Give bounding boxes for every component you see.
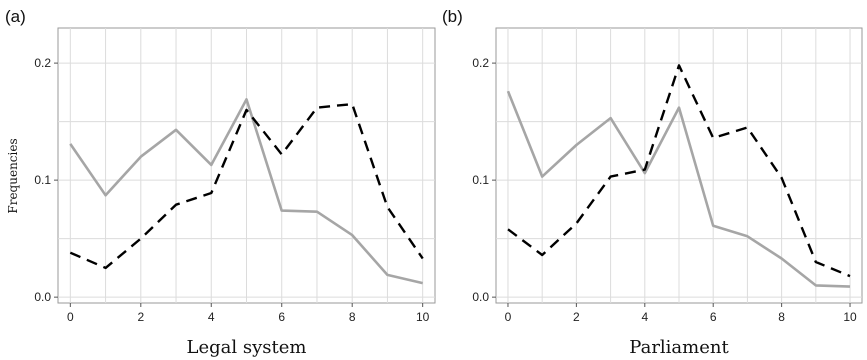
y-tick-label: 0.2 [472,56,489,70]
x-tick-label: 2 [573,310,580,324]
x-axis-title: Parliament [629,337,729,358]
x-tick-label: 0 [505,310,512,324]
series-line-dashed [69,102,424,270]
x-tick-label: 2 [137,310,144,324]
x-tick-label: 10 [843,310,857,324]
series-line-solid [506,90,851,288]
y-axis-title: Frequencies [6,138,20,213]
panel-tag-a: (a) [5,7,26,26]
x-tick-label: 4 [641,310,648,324]
y-tick-label: 0.0 [34,290,51,304]
series-line-solid [69,98,423,285]
x-tick-label: 4 [208,310,215,324]
chart-panel-legal-system: 0 2 4 6 8 10 0.0 0.1 0.2 Legal system [34,27,436,358]
x-tick-label: 0 [67,310,74,324]
x-tick-label: 10 [416,310,430,324]
panel-tag-b: (b) [442,7,463,26]
x-tick-label: 8 [349,310,356,324]
y-tick-label: 0.1 [472,173,489,187]
y-tick-label: 0.0 [472,290,489,304]
series-line-dashed [507,64,851,278]
x-axis-title: Legal system [187,337,307,358]
x-tick-label: 8 [778,310,785,324]
x-tick-label: 6 [710,310,717,324]
x-tick-label: 6 [278,310,285,324]
y-tick-label: 0.1 [34,173,51,187]
y-tick-label: 0.2 [34,56,51,70]
chart-panel-parliament: 0 2 4 6 8 10 0.0 0.1 0.2 Parliament [472,27,863,358]
